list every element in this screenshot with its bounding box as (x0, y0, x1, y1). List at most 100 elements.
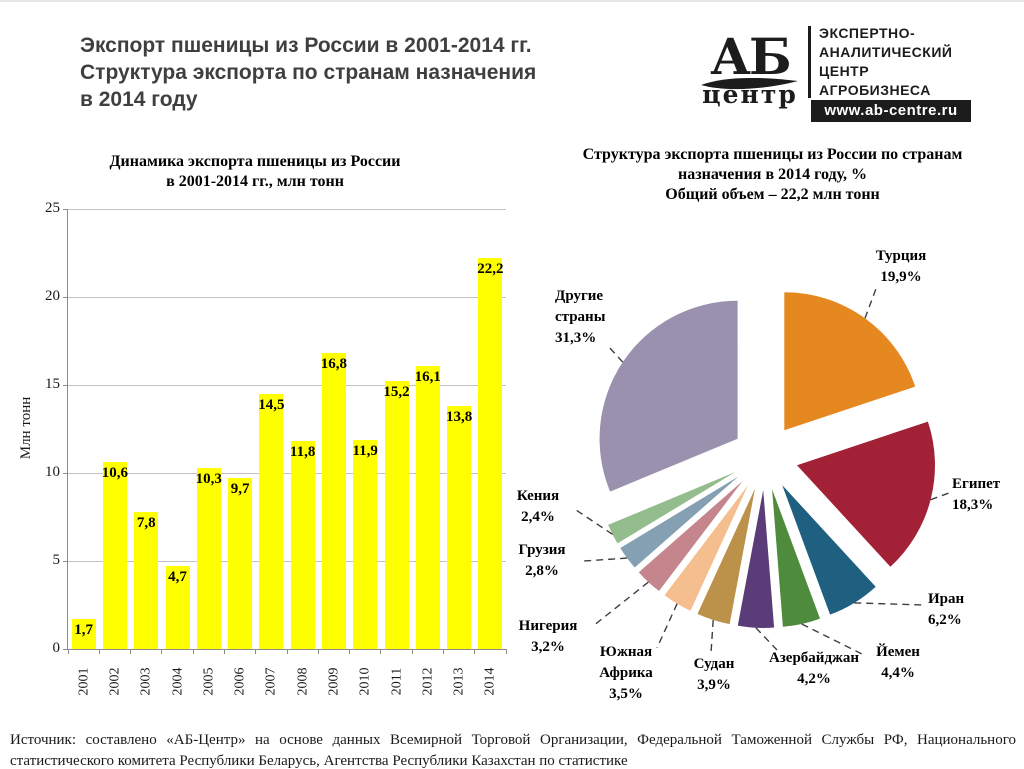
logo-tagline-line-4: АГРОБИЗНЕСА (819, 82, 931, 98)
bar-2003 (134, 511, 159, 649)
x-tick-label-2007: 2007 (263, 667, 279, 696)
x-tick-label-2008: 2008 (295, 667, 311, 696)
pie-chart-title-line-1: Структура экспорта пшеницы из России по … (582, 146, 963, 163)
bar-value-2012: 16,1 (414, 368, 441, 385)
pie-label-other-name-1: Другие (555, 288, 604, 304)
pie-leader-other (607, 345, 624, 363)
pie-label-yemen-name-1: Йемен (876, 644, 920, 660)
y-tick-mark-20 (63, 296, 68, 298)
bar-plot-area: 0 5 10 15 20 25 1,7 2001 10,6 2002 7,8 2003 4,7 2004 1… (45, 200, 507, 696)
bar-value-2002: 10,6 (101, 465, 129, 482)
pie-slice-georgia (620, 476, 739, 568)
pie-label-egypt: Египет 18,3% (952, 474, 1024, 516)
pie-slice-nigeria (638, 481, 743, 591)
bar-chart-title-line-2: в 2001-2014 гг., млн тонн (166, 173, 344, 190)
pie-label-iran: Иран 6,2% (928, 589, 992, 631)
page-title-line-2: Структура экспорта по странам назначения (80, 61, 537, 84)
pie-label-georgia-name-1: Грузия (518, 542, 566, 558)
y-tick-label-20: 20 (45, 288, 60, 304)
pie-label-yemen: Йемен 4,4% (852, 642, 944, 684)
pie-chart-title-line-2: назначения в 2014 году, % (678, 166, 867, 183)
x-tick-mark-12 (442, 649, 444, 654)
y-tick-label-5: 5 (52, 552, 61, 568)
logo-mark: АБ центр (698, 32, 802, 107)
bar-value-2003: 7,8 (136, 514, 156, 531)
pie-label-azerbaijan: Азербайджан 4,2% (755, 648, 873, 690)
x-tick-mark-3 (161, 649, 163, 654)
bar-2011 (384, 381, 409, 649)
bar-2014 (478, 258, 503, 649)
x-tick-mark-11 (411, 649, 413, 654)
pie-leader-azerbaijan (755, 627, 778, 651)
bar-2007 (259, 393, 284, 649)
pie-label-other: Другие страны 31,3% (555, 286, 639, 349)
logo-divider (808, 26, 811, 98)
pie-label-kenya: Кения 2,4% (500, 486, 576, 528)
page-title: Экспорт пшеницы из России в 2001-2014 гг… (80, 32, 680, 113)
pie-label-egypt-pct: 18,3% (952, 497, 994, 513)
pie-label-nigeria-pct: 3,2% (531, 639, 565, 655)
x-tick-mark-10 (380, 649, 382, 654)
bar-value-2007: 14,5 (258, 396, 285, 413)
leaf-icon (701, 77, 798, 90)
x-tick-label-2002: 2002 (107, 667, 123, 696)
pie-label-turkey-name-1: Турция (875, 248, 927, 264)
pie-label-iran-pct: 6,2% (928, 612, 962, 628)
x-tick-label-2003: 2003 (138, 667, 154, 696)
y-axis-title: Млн тонн (18, 396, 34, 460)
x-tick-label-2014: 2014 (482, 667, 498, 696)
pie-leader-iran (854, 602, 925, 606)
pie-label-kenya-name-1: Кения (516, 488, 560, 504)
gridline-20 (68, 296, 506, 298)
bar-value-2004: 4,7 (168, 569, 187, 586)
pie-slice-yemen (772, 489, 820, 627)
pie-label-azerbaijan-pct: 4,2% (797, 671, 831, 687)
ab-centre-logo: АБ центр ЭКСПЕРТНО- АНАЛИТИЧЕСКИЙ ЦЕНТР … (698, 14, 973, 126)
bar-chart-title: Динамика экспорта пшеницы из России в 20… (55, 152, 455, 192)
y-tick-mark-0 (63, 648, 68, 650)
pie-leader-nigeria (592, 581, 649, 627)
x-tick-label-2001: 2001 (76, 667, 92, 696)
logo-acronym: АБ (710, 27, 791, 86)
pie-leader-sudan (710, 619, 714, 654)
page-title-line-3: в 2014 году (80, 88, 198, 111)
pie-slice-sudan (697, 488, 755, 625)
pie-slice-iran (782, 485, 876, 615)
logo-tagline-line-2: АНАЛИТИЧЕСКИЙ (819, 44, 953, 60)
y-tick-mark-10 (63, 472, 68, 474)
pie-label-azerbaijan-name-1: Азербайджан (768, 650, 860, 666)
bar-2005 (196, 467, 221, 649)
y-tick-label-15: 15 (45, 376, 60, 392)
pie-slice-other (599, 300, 738, 492)
bar-value-2010: 11,9 (352, 442, 378, 459)
logo-tagline-line-3: ЦЕНТР (819, 63, 870, 79)
bar-chart-title-line-1: Динамика экспорта пшеницы из России (109, 153, 401, 170)
x-tick-label-2005: 2005 (201, 667, 217, 696)
x-tick-mark-9 (349, 649, 351, 654)
x-tick-label-2011: 2011 (389, 667, 404, 696)
y-tick-mark-5 (63, 560, 68, 562)
pie-leader-turkey (864, 285, 878, 319)
bar-value-2011: 15,2 (383, 384, 410, 401)
bar-2008 (290, 441, 315, 649)
pie-leader-egypt (930, 492, 950, 501)
pie-label-sudan-pct: 3,9% (697, 677, 731, 693)
y-tick-label-10: 10 (45, 464, 60, 480)
bar-value-2001: 1,7 (74, 622, 94, 639)
pie-slice-azerbaijan (737, 490, 775, 628)
pie-label-south-africa-name-1: Южная (599, 644, 653, 660)
bar-value-2013: 13,8 (445, 409, 473, 426)
pie-slice-kenya (608, 471, 736, 544)
pie-label-sudan: Судан 3,9% (678, 654, 750, 696)
x-tick-mark-14 (505, 649, 507, 654)
x-tick-mark-8 (317, 649, 319, 654)
x-tick-mark-5 (223, 649, 225, 654)
pie-slice-egypt (797, 421, 935, 567)
source-note: Источник: составлено «АБ-Центр» на основ… (10, 732, 1016, 769)
pie-label-nigeria: Нигерия 3,2% (502, 616, 594, 658)
pie-label-south-africa-pct: 3,5% (609, 686, 643, 702)
bar-value-2006: 9,7 (230, 481, 250, 498)
bar-2002 (102, 462, 127, 649)
pie-label-turkey-pct: 19,9% (880, 269, 922, 285)
